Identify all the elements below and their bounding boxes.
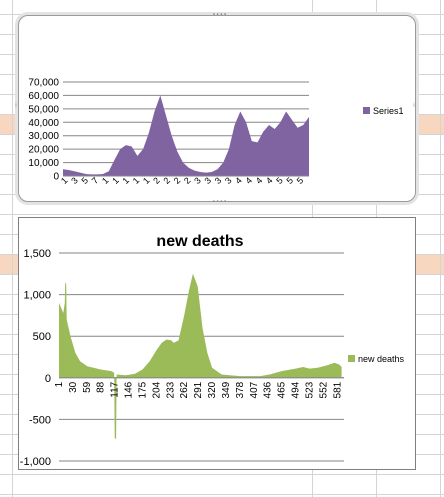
x-tick-label: 3 — [223, 175, 234, 186]
resize-handle-bottom[interactable]: ∙∙∙∙ — [212, 198, 228, 205]
legend-label: new deaths — [358, 354, 405, 364]
x-tick-label: 1 — [100, 175, 111, 186]
x-tick-label: 1 — [110, 175, 121, 186]
x-tick-label: 581 — [332, 381, 343, 398]
x-tick-label: 5 — [274, 175, 285, 186]
new-deaths-area — [59, 273, 342, 440]
legend-label: Series1 — [373, 106, 404, 116]
x-tick-label: 1 — [141, 175, 152, 186]
y-tick-label: 60,000 — [28, 91, 59, 102]
x-tick-label: 552 — [318, 381, 329, 398]
y-tick-label: 70,000 — [28, 78, 59, 89]
resize-handle-right[interactable]: ⁞ — [413, 102, 415, 109]
x-tick-label: 291 — [193, 381, 204, 398]
x-tick-label: 407 — [249, 381, 260, 398]
y-tick-label: 30,000 — [28, 131, 59, 142]
x-tick-label: 4 — [243, 175, 254, 186]
y-tick-label: 10,000 — [28, 158, 59, 169]
x-tick-label: 88 — [96, 381, 107, 393]
y-tick-label: 0 — [45, 373, 51, 385]
x-tick-label: 30 — [68, 381, 79, 393]
x-tick-label: 262 — [179, 381, 190, 398]
x-tick-label: 117 — [110, 381, 121, 397]
legend-swatch — [363, 107, 370, 114]
y-tick-label: -500 — [29, 414, 51, 426]
chart-title: new deaths — [156, 233, 243, 250]
y-tick-label: 20,000 — [28, 145, 59, 156]
y-tick-label: 0 — [53, 172, 59, 183]
x-tick-label: 3 — [202, 175, 213, 186]
chart-new-deaths[interactable]: new deaths 1,500 1,000 500 0 -500 -1,000 1 30 59 8… — [18, 217, 416, 470]
x-tick-label: 3 — [192, 175, 203, 186]
series1-area-chart: 0 10,000 20,000 30,000 40,000 50,000 60,000 70,… — [28, 78, 404, 186]
x-tick-label: 2 — [172, 175, 183, 186]
x-tick-label: 5 — [295, 175, 306, 186]
x-tick-label: 1 — [131, 175, 142, 186]
x-tick-label: 494 — [291, 381, 302, 398]
x-tick-label: 465 — [277, 381, 288, 398]
legend-swatch — [348, 355, 355, 362]
x-tick-label: 204 — [151, 381, 162, 398]
y-tick-label: 50,000 — [28, 104, 59, 115]
x-tick-label: 4 — [264, 175, 275, 186]
resize-handle-left[interactable]: ⁞ — [15, 102, 17, 109]
y-tick-label: 500 — [33, 331, 51, 343]
y-tick-label: -1,000 — [20, 456, 51, 468]
x-tick-label: 2 — [161, 175, 172, 186]
x-tick-label: 4 — [254, 175, 265, 186]
series1-area — [63, 95, 309, 176]
x-tick-label: 233 — [165, 381, 176, 398]
y-tick-label: 1,000 — [23, 290, 51, 302]
resize-handle-top[interactable]: ∙∙∙∙ — [212, 11, 228, 18]
x-tick-label: 146 — [124, 381, 135, 398]
x-tick-label: 1 — [120, 175, 131, 186]
x-tick-label: 5 — [284, 175, 295, 186]
x-tick-label: 4 — [233, 175, 244, 186]
x-tick-label: 5 — [79, 175, 90, 186]
y-tick-label: 1,500 — [23, 248, 51, 260]
x-tick-label: 175 — [137, 381, 148, 398]
x-tick-label: 2 — [182, 175, 193, 186]
x-tick-label: 1 — [59, 175, 70, 186]
chart-series1[interactable]: 0 10,000 20,000 30,000 40,000 50,000 60,000 70,… — [18, 15, 416, 202]
x-tick-label: 2 — [151, 175, 162, 186]
new-deaths-area-chart: new deaths 1,500 1,000 500 0 -500 -1,000 1 30 59 8… — [20, 233, 405, 468]
x-tick-label: 3 — [69, 175, 80, 186]
x-tick-label: 1 — [54, 381, 65, 387]
x-tick-label: 3 — [213, 175, 224, 186]
x-tick-label: 320 — [207, 381, 218, 398]
x-tick-label: 436 — [263, 381, 274, 398]
x-tick-label: 378 — [235, 381, 246, 398]
x-tick-label: 349 — [221, 381, 232, 398]
y-tick-label: 40,000 — [28, 118, 59, 129]
x-tick-label: 523 — [304, 381, 315, 398]
x-tick-label: 7 — [90, 175, 101, 186]
x-tick-label: 59 — [82, 381, 93, 393]
